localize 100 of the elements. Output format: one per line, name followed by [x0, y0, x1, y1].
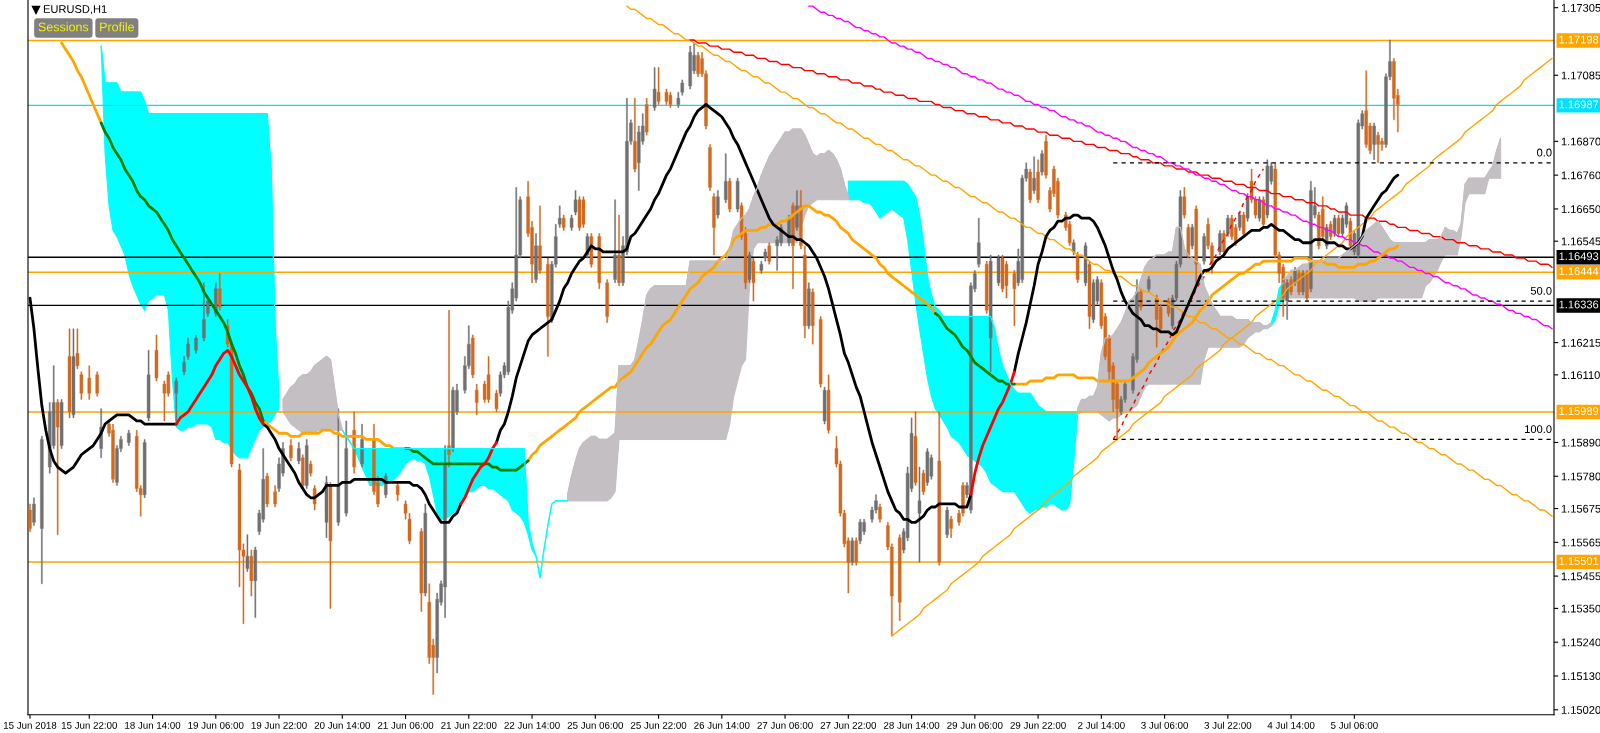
candlestick: [308, 460, 313, 477]
candlestick: [1202, 233, 1206, 265]
candlestick: [95, 371, 99, 397]
candlestick: [735, 178, 740, 213]
candlestick: [767, 242, 771, 265]
annotation: Profile: [100, 22, 134, 32]
x-tick-label: 3 Jul 06:00: [1141, 721, 1188, 729]
candlestick: [395, 482, 400, 502]
ref-line-label: 1.17198: [1559, 35, 1599, 44]
candlestick: [1087, 260, 1092, 329]
candlestick: [249, 549, 254, 597]
candlestick: [826, 374, 831, 434]
x-tick-label: 22 Jun 14:00: [504, 721, 560, 729]
y-tick-label: 1.17085: [1561, 71, 1600, 80]
candlestick: [538, 205, 542, 274]
candlestick: [273, 485, 277, 508]
candlestick: [1186, 224, 1191, 259]
x-tick-label: 4 Jul 14:00: [1267, 721, 1315, 729]
candlestick: [1028, 168, 1032, 204]
chart-title: EURUSD,H1: [43, 5, 107, 15]
candlestick: [577, 196, 582, 231]
candlestick: [471, 334, 475, 379]
candlestick: [360, 423, 364, 468]
x-tick-label: 21 Jun 22:00: [441, 721, 497, 729]
candlestick: [949, 516, 953, 538]
candlestick: [644, 98, 649, 136]
candlestick: [716, 190, 720, 219]
x-tick-label: 25 Jun 22:00: [630, 721, 687, 729]
candlestick: [712, 193, 716, 256]
candlestick: [605, 279, 609, 323]
annotation: 100.0: [1525, 425, 1552, 434]
candlestick: [474, 383, 479, 416]
candlestick: [1301, 270, 1305, 296]
candlestick: [486, 356, 491, 403]
candlestick: [656, 67, 661, 105]
candlestick: [447, 310, 451, 468]
candlestick: [218, 273, 222, 311]
candlestick: [154, 334, 159, 382]
line-series: [808, 5, 1553, 330]
candlestick: [146, 350, 151, 422]
candlestick: [925, 448, 930, 486]
x-tick-label: 25 Jun 06:00: [567, 721, 624, 729]
candlestick: [937, 411, 941, 566]
x-tick-label: 27 Jun 22:00: [820, 721, 877, 729]
candlestick: [336, 408, 341, 526]
candlestick: [265, 472, 269, 508]
candlestick: [55, 399, 60, 535]
candlestick: [142, 439, 147, 498]
candlestick: [245, 534, 250, 572]
annotation: Sessions: [38, 22, 89, 32]
candlestick: [1194, 205, 1198, 283]
candlestick: [451, 386, 455, 452]
x-tick-label: 19 Jun 06:00: [188, 721, 244, 729]
candlestick: [305, 439, 309, 489]
candlestick: [633, 98, 637, 173]
candlestick: [1237, 211, 1242, 231]
candlestick: [1040, 150, 1044, 176]
candlestick: [324, 476, 329, 538]
candlestick: [423, 503, 428, 597]
candlestick: [32, 497, 36, 526]
candlestick: [1332, 214, 1337, 237]
candlestick: [1297, 270, 1301, 296]
y-tick-label: 1.17305: [1561, 3, 1600, 12]
candlestick: [996, 254, 1001, 286]
ref-line-label: 1.16444: [1559, 267, 1599, 276]
candlestick: [1245, 193, 1250, 222]
candlestick: [728, 178, 732, 213]
y-tick-label: 1.16215: [1561, 338, 1600, 347]
y-tick-label: 1.15780: [1561, 472, 1600, 481]
candlestick: [708, 144, 712, 191]
ref-line-label: 1.16493: [1559, 252, 1599, 261]
x-tick-label: 29 Jun 22:00: [1010, 721, 1066, 729]
candlestick: [546, 257, 550, 357]
candlestick: [301, 454, 305, 489]
candlestick: [202, 282, 206, 342]
candlestick: [617, 214, 621, 286]
candlestick: [534, 233, 538, 283]
candlestick: [688, 45, 692, 90]
candlestick: [40, 436, 44, 585]
candlestick: [1305, 270, 1309, 302]
candlestick: [1044, 134, 1048, 179]
x-tick-label: 29 Jun 06:00: [947, 721, 1003, 729]
candlestick: [1075, 251, 1080, 283]
candlestick: [1083, 242, 1088, 286]
candlestick: [1036, 159, 1040, 204]
candlestick: [67, 328, 72, 419]
x-tick-label: 3 Jul 22:00: [1204, 721, 1252, 729]
candlestick: [597, 233, 601, 290]
candlestick: [1218, 230, 1222, 256]
annotation: 50.0: [1530, 286, 1552, 295]
candlestick: [807, 282, 811, 329]
candlestick: [1139, 288, 1143, 311]
candlestick: [858, 519, 862, 545]
x-tick-label: 21 Jun 06:00: [377, 721, 434, 729]
x-tick-label: 26 Jun 14:00: [694, 721, 750, 729]
candlestick: [1261, 196, 1266, 228]
candlestick: [751, 257, 756, 302]
candlestick: [945, 506, 949, 538]
y-tick-label: 1.16650: [1561, 205, 1600, 214]
candlestick: [724, 153, 728, 204]
